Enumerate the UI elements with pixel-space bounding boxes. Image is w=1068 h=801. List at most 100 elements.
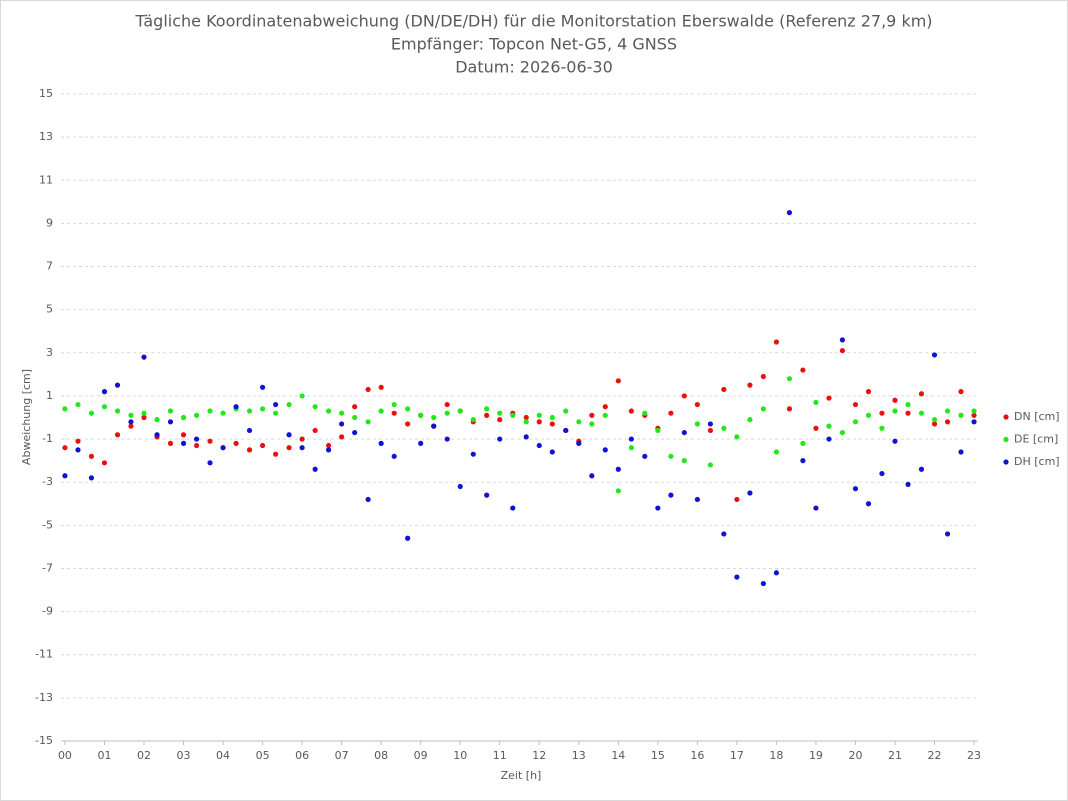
data-point [655, 427, 661, 434]
x-tick-label: 07 [335, 749, 349, 762]
data-point [549, 449, 555, 455]
chart-subtitle: Empfänger: Topcon Net-G5, 4 GNSS [391, 35, 677, 54]
x-tick-label: 10 [453, 749, 467, 762]
data-point [747, 417, 753, 423]
data-point [839, 337, 846, 343]
data-point [852, 419, 859, 425]
data-point [286, 432, 292, 438]
data-point [707, 462, 714, 468]
data-point [339, 410, 345, 416]
data-point [365, 496, 371, 503]
legend-label: DE [cm] [1014, 433, 1058, 446]
data-point [826, 423, 832, 429]
data-point [536, 419, 542, 425]
data-point [523, 419, 529, 425]
data-point [167, 419, 174, 425]
data-point [114, 382, 121, 388]
data-point [141, 354, 147, 360]
x-tick-label: 05 [256, 749, 270, 762]
data-point [971, 412, 977, 418]
data-point [602, 412, 608, 418]
data-point [958, 412, 964, 418]
y-tick-label: 11 [39, 173, 53, 186]
data-point [352, 404, 358, 410]
data-point [694, 421, 700, 427]
data-point [760, 406, 766, 412]
data-point [207, 460, 213, 466]
x-tick-label: 08 [374, 749, 388, 762]
data-point [734, 434, 740, 440]
data-point [444, 401, 450, 408]
data-point [484, 406, 490, 412]
data-point [721, 425, 727, 431]
data-point [931, 352, 938, 358]
data-point [259, 384, 266, 390]
y-tick-label: -11 [35, 648, 53, 661]
data-point [786, 376, 793, 382]
x-tick-label: 19 [809, 749, 823, 762]
data-point [694, 401, 700, 408]
data-point [918, 410, 925, 416]
data-point [786, 210, 793, 216]
data-point [378, 384, 384, 390]
x-tick-label: 13 [572, 749, 586, 762]
data-point [62, 445, 68, 451]
data-point [193, 442, 200, 449]
y-tick-label: -15 [35, 734, 53, 747]
data-point [220, 445, 226, 451]
x-tick-label: 00 [58, 749, 72, 762]
data-point [352, 414, 358, 421]
data-point [879, 410, 885, 416]
data-point [549, 421, 555, 427]
data-point [931, 417, 938, 423]
y-tick-label: 1 [46, 389, 53, 402]
data-point [971, 419, 977, 425]
x-tick-label: 17 [730, 749, 744, 762]
x-tick-label: 18 [769, 749, 783, 762]
data-point [760, 580, 766, 587]
data-point [273, 451, 279, 457]
data-point [246, 408, 253, 414]
data-point [773, 449, 780, 455]
data-point [918, 466, 925, 472]
data-point [114, 408, 121, 414]
data-point [167, 408, 174, 414]
data-point [694, 496, 700, 503]
data-point [88, 475, 95, 481]
data-point [589, 473, 595, 479]
data-point [273, 401, 279, 408]
data-point [431, 414, 437, 421]
data-point [971, 408, 977, 414]
data-point [457, 483, 463, 490]
x-tick-label: 16 [690, 749, 704, 762]
data-point [418, 440, 424, 446]
data-point [721, 386, 727, 393]
data-point [773, 339, 780, 345]
data-point [128, 419, 134, 425]
data-point [62, 406, 68, 412]
x-tick-label: 01 [97, 749, 111, 762]
data-point [628, 445, 634, 451]
x-tick-label: 21 [888, 749, 902, 762]
data-point [101, 389, 108, 395]
data-point [299, 445, 305, 451]
data-point [497, 436, 503, 442]
data-point [944, 531, 951, 537]
data-point [484, 492, 490, 498]
data-point [497, 417, 503, 423]
y-tick-label: 13 [39, 130, 53, 143]
data-point [931, 421, 938, 427]
data-point [233, 440, 239, 446]
x-tick-label: 12 [532, 749, 546, 762]
data-point [865, 412, 872, 418]
data-point [707, 421, 714, 427]
data-point [668, 410, 674, 416]
data-point [470, 451, 476, 457]
legend-label: DN [cm] [1014, 410, 1060, 423]
data-point [444, 410, 450, 416]
data-point [549, 414, 555, 421]
y-tick-label: 9 [46, 216, 53, 229]
data-point [365, 386, 371, 393]
data-point [510, 412, 516, 418]
